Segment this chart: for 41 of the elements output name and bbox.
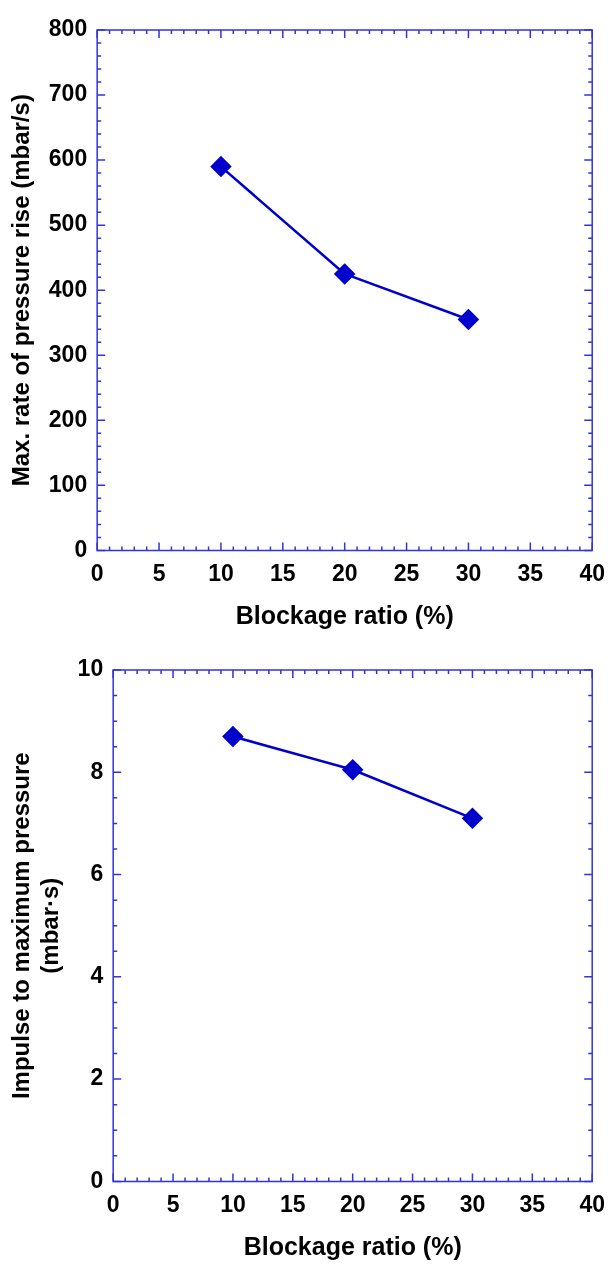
point bbox=[210, 156, 232, 177]
y-tick-label: 0 bbox=[90, 1166, 104, 1193]
y-tick-label: 400 bbox=[48, 275, 88, 302]
x-tick-label: 10 bbox=[220, 1190, 246, 1217]
x-tick-label: 35 bbox=[517, 559, 544, 586]
x-tick-label: 5 bbox=[152, 559, 166, 586]
point bbox=[458, 309, 479, 330]
y-tick-label: 10 bbox=[77, 655, 104, 682]
x-tick-label: 30 bbox=[455, 559, 482, 586]
y-tick-label: 0 bbox=[74, 535, 88, 562]
x-tick-label: 15 bbox=[280, 1190, 306, 1217]
point bbox=[462, 808, 483, 829]
x-tick-label: 35 bbox=[519, 1190, 546, 1217]
y-tick-label: 6 bbox=[90, 859, 104, 886]
x-tick-label: 5 bbox=[166, 1190, 180, 1217]
y-tick-label: 300 bbox=[48, 340, 88, 367]
x-tick-label: 20 bbox=[339, 1190, 366, 1217]
point bbox=[334, 263, 355, 285]
x-tick-label: 15 bbox=[270, 559, 296, 586]
x-axis-title: Blockage ratio (%) bbox=[243, 1231, 462, 1260]
x-tick-label: 20 bbox=[331, 559, 358, 586]
x-tick-label: 25 bbox=[393, 559, 420, 586]
x-tick-label: 40 bbox=[579, 559, 606, 586]
y-tick-label: 600 bbox=[48, 145, 88, 172]
x-axis-title: Blockage ratio (%) bbox=[235, 600, 454, 629]
y-tick-label: 500 bbox=[48, 210, 88, 237]
y-tick-label: 700 bbox=[48, 80, 88, 107]
y-tick-label: 100 bbox=[48, 470, 88, 497]
x-tick-label: 30 bbox=[459, 1190, 486, 1217]
y-tick-label: 200 bbox=[48, 405, 88, 432]
x-tick-label: 10 bbox=[208, 559, 234, 586]
y-tick-label: 800 bbox=[48, 15, 88, 42]
y-tick-label: 4 bbox=[90, 962, 104, 989]
point bbox=[222, 726, 244, 747]
y-tick-label: 2 bbox=[90, 1064, 104, 1091]
x-tick-label: 25 bbox=[399, 1190, 426, 1217]
point bbox=[342, 759, 363, 780]
y-axis-title: Impulse to maximum pressure (mbar·s) bbox=[7, 752, 63, 1100]
y-tick-label: 8 bbox=[90, 757, 104, 784]
y-axis-title: Max. rate of pressure rise (mbar/s) bbox=[7, 94, 35, 487]
x-tick-label: 40 bbox=[579, 1190, 606, 1217]
